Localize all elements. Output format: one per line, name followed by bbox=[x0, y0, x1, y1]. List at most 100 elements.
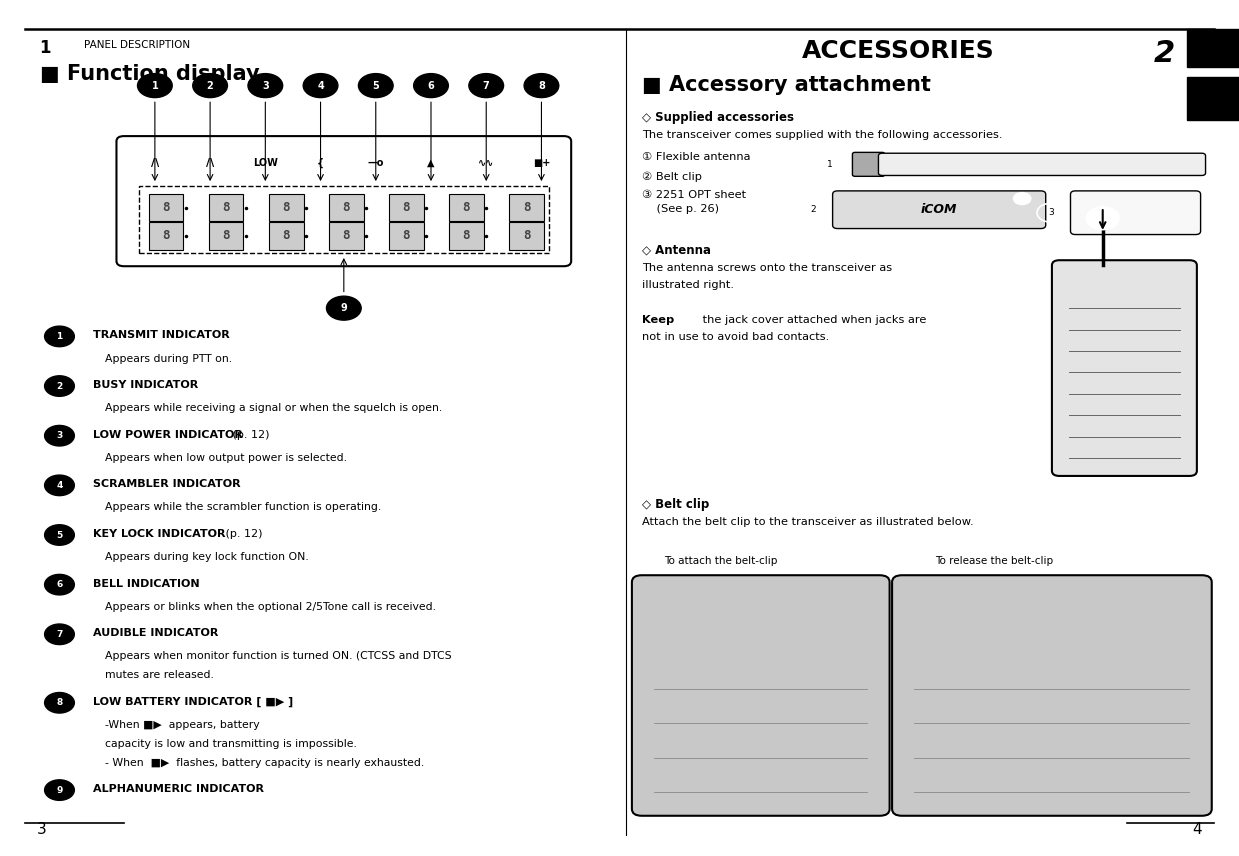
Text: 3: 3 bbox=[261, 80, 269, 91]
Text: —o: —o bbox=[368, 158, 384, 168]
Text: BUSY INDICATOR: BUSY INDICATOR bbox=[93, 380, 198, 390]
Text: illustrated right.: illustrated right. bbox=[642, 280, 733, 290]
FancyBboxPatch shape bbox=[328, 194, 364, 222]
Text: ACCESSORIES: ACCESSORIES bbox=[802, 39, 995, 62]
Text: 2: 2 bbox=[207, 80, 213, 91]
Text: Appears during key lock function ON.: Appears during key lock function ON. bbox=[105, 552, 309, 562]
Text: ■ Accessory attachment: ■ Accessory attachment bbox=[642, 75, 930, 95]
Text: 8: 8 bbox=[222, 229, 230, 242]
Text: ■+: ■+ bbox=[533, 158, 550, 168]
Text: 3: 3 bbox=[56, 431, 63, 440]
Text: BELL INDICATION: BELL INDICATION bbox=[93, 579, 199, 589]
Circle shape bbox=[45, 574, 74, 595]
Circle shape bbox=[1014, 193, 1031, 205]
Text: 3: 3 bbox=[37, 822, 47, 837]
Text: (See p. 26): (See p. 26) bbox=[642, 204, 719, 214]
Circle shape bbox=[45, 624, 74, 645]
FancyBboxPatch shape bbox=[208, 223, 243, 250]
Text: The transceiver comes supplied with the following accessories.: The transceiver comes supplied with the … bbox=[642, 130, 1002, 140]
Text: TRANSMIT INDICATOR: TRANSMIT INDICATOR bbox=[93, 330, 229, 341]
Circle shape bbox=[468, 74, 503, 98]
FancyBboxPatch shape bbox=[149, 223, 183, 250]
FancyBboxPatch shape bbox=[139, 186, 549, 253]
Text: -When ■▶  appears, battery: -When ■▶ appears, battery bbox=[105, 720, 260, 730]
Text: 8: 8 bbox=[282, 229, 290, 242]
Text: To release the belt-clip: To release the belt-clip bbox=[935, 556, 1053, 567]
Text: The antenna screws onto the transceiver as: The antenna screws onto the transceiver … bbox=[642, 263, 892, 273]
Text: 8: 8 bbox=[462, 201, 471, 214]
FancyBboxPatch shape bbox=[632, 575, 890, 816]
Text: 8: 8 bbox=[162, 229, 170, 242]
Text: 8: 8 bbox=[162, 201, 170, 214]
Text: ALPHANUMERIC INDICATOR: ALPHANUMERIC INDICATOR bbox=[93, 784, 264, 794]
Text: Appears when low output power is selected.: Appears when low output power is selecte… bbox=[105, 453, 347, 463]
FancyBboxPatch shape bbox=[449, 223, 483, 250]
Text: (p. 12): (p. 12) bbox=[229, 430, 270, 440]
FancyBboxPatch shape bbox=[116, 136, 571, 266]
Text: AUDIBLE INDICATOR: AUDIBLE INDICATOR bbox=[93, 628, 218, 639]
Text: LOW POWER INDICATOR: LOW POWER INDICATOR bbox=[93, 430, 243, 440]
Text: Appears or blinks when the optional 2/5Tone call is received.: Appears or blinks when the optional 2/5T… bbox=[105, 602, 436, 612]
Text: 7: 7 bbox=[483, 80, 489, 91]
Text: KEY LOCK INDICATOR: KEY LOCK INDICATOR bbox=[93, 529, 225, 539]
Circle shape bbox=[524, 74, 559, 98]
Text: 5: 5 bbox=[373, 80, 379, 91]
Text: 1: 1 bbox=[151, 80, 159, 91]
Text: Keep: Keep bbox=[642, 315, 674, 325]
Text: not in use to avoid bad contacts.: not in use to avoid bad contacts. bbox=[642, 332, 829, 342]
Text: ① Flexible antenna: ① Flexible antenna bbox=[642, 152, 751, 163]
Circle shape bbox=[45, 425, 74, 446]
Text: SCRAMBLER INDICATOR: SCRAMBLER INDICATOR bbox=[93, 479, 240, 490]
Text: 8: 8 bbox=[342, 229, 351, 242]
Circle shape bbox=[414, 74, 449, 98]
Text: 8: 8 bbox=[342, 201, 351, 214]
Text: ③ 2251 OPT sheet: ③ 2251 OPT sheet bbox=[642, 190, 746, 200]
Text: 4: 4 bbox=[1192, 822, 1202, 837]
Text: To attach the belt-clip: To attach the belt-clip bbox=[664, 556, 778, 567]
Text: LOW: LOW bbox=[253, 158, 278, 168]
FancyBboxPatch shape bbox=[208, 194, 243, 222]
Text: ◇ Supplied accessories: ◇ Supplied accessories bbox=[642, 111, 794, 124]
Text: {: { bbox=[317, 158, 325, 168]
Circle shape bbox=[45, 693, 74, 713]
FancyBboxPatch shape bbox=[892, 575, 1212, 816]
Text: Appears when monitor function is turned ON. (CTCSS and DTCS: Appears when monitor function is turned … bbox=[105, 651, 452, 662]
Text: 2: 2 bbox=[1154, 39, 1176, 68]
Text: /\: /\ bbox=[206, 158, 214, 168]
Text: Attach the belt clip to the transceiver as illustrated below.: Attach the belt clip to the transceiver … bbox=[642, 517, 974, 527]
Text: ∿∿: ∿∿ bbox=[478, 158, 494, 168]
Text: 4: 4 bbox=[317, 80, 323, 91]
Text: 8: 8 bbox=[222, 201, 230, 214]
FancyBboxPatch shape bbox=[1070, 191, 1201, 235]
Text: ◇ Belt clip: ◇ Belt clip bbox=[642, 498, 709, 511]
Text: PANEL DESCRIPTION: PANEL DESCRIPTION bbox=[84, 40, 191, 51]
FancyBboxPatch shape bbox=[269, 223, 304, 250]
Text: 8: 8 bbox=[282, 201, 290, 214]
Bar bbox=[1187, 77, 1239, 120]
Text: 2: 2 bbox=[810, 205, 815, 214]
FancyBboxPatch shape bbox=[149, 194, 183, 222]
FancyBboxPatch shape bbox=[833, 191, 1046, 229]
Text: ■ Function display: ■ Function display bbox=[40, 64, 259, 84]
FancyBboxPatch shape bbox=[509, 194, 544, 222]
Text: capacity is low and transmitting is impossible.: capacity is low and transmitting is impo… bbox=[105, 739, 357, 749]
Circle shape bbox=[45, 780, 74, 800]
Text: iCOM: iCOM bbox=[921, 203, 958, 217]
Text: 2: 2 bbox=[56, 382, 63, 390]
Text: 1: 1 bbox=[828, 160, 833, 169]
FancyBboxPatch shape bbox=[509, 223, 544, 250]
FancyBboxPatch shape bbox=[269, 194, 304, 222]
Bar bbox=[1187, 29, 1239, 67]
Circle shape bbox=[193, 74, 228, 98]
Text: ▲: ▲ bbox=[427, 158, 435, 168]
FancyBboxPatch shape bbox=[878, 153, 1206, 175]
Text: 8: 8 bbox=[403, 201, 410, 214]
Text: 5: 5 bbox=[56, 531, 63, 539]
Text: 9: 9 bbox=[341, 303, 347, 313]
Text: LOW BATTERY INDICATOR [ ■▶ ]: LOW BATTERY INDICATOR [ ■▶ ] bbox=[93, 697, 294, 707]
Text: (p. 12): (p. 12) bbox=[222, 529, 263, 539]
Circle shape bbox=[326, 296, 362, 320]
Text: ◇ Antenna: ◇ Antenna bbox=[642, 244, 711, 257]
FancyBboxPatch shape bbox=[328, 223, 364, 250]
Text: 1: 1 bbox=[40, 39, 51, 56]
